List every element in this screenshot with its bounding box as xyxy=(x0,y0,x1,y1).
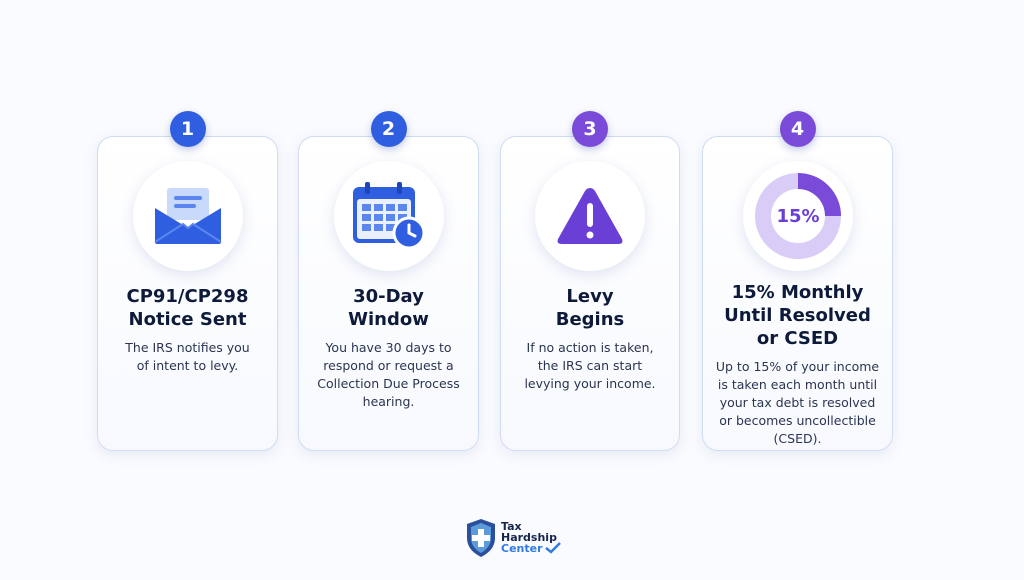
title-line: Begins xyxy=(555,309,625,330)
title-line: 15% Monthly xyxy=(731,282,864,303)
donut-label: 15% xyxy=(776,206,819,227)
desc-line: If no action is taken, xyxy=(526,340,654,355)
envelope-icon xyxy=(153,188,222,244)
step-card: 2 30-Day Window You have 30 days to respon… xyxy=(298,111,479,451)
title-line: 30-Day xyxy=(353,286,424,307)
logo: Tax Hardship Center xyxy=(465,518,565,560)
desc-line: Collection Due Process xyxy=(317,376,460,391)
step-card: 3 Levy Begins If no action is taken, the I… xyxy=(500,111,680,451)
title-line: Until Resolved xyxy=(724,305,871,326)
logo-check xyxy=(545,542,561,554)
logo-shield xyxy=(467,519,495,557)
title-line: Notice Sent xyxy=(128,309,247,330)
desc-line: (CSED). xyxy=(773,431,822,446)
icon xyxy=(132,161,243,271)
desc-line: Up to 15% of your income xyxy=(715,359,880,374)
desc-line: is taken each month until xyxy=(717,377,878,392)
icon xyxy=(535,161,645,271)
calendar-icon xyxy=(352,182,425,250)
step-card: 4 15% 15% Monthly Until Resolved or CSED U… xyxy=(702,111,893,451)
icon: 15% xyxy=(742,161,853,271)
title-line: Levy xyxy=(566,286,614,307)
desc-line: levying your income. xyxy=(524,376,656,391)
desc-line: The IRS notifies you xyxy=(125,340,250,355)
logo-text: Hardship xyxy=(501,531,557,544)
step-number: 4 xyxy=(779,111,816,147)
step-number: 3 xyxy=(572,111,608,147)
desc-line: hearing. xyxy=(362,394,415,409)
title-line: CP91/CP298 xyxy=(126,286,249,307)
step-card: 1 CP91/CP298 Notice Sent The IRS notifies… xyxy=(97,111,278,451)
warning-icon xyxy=(557,188,623,244)
desc-line: your tax debt is resolved xyxy=(719,395,876,410)
step-number: 2 xyxy=(370,111,407,147)
donut-icon: 15% xyxy=(754,173,841,259)
desc-line: the IRS can start xyxy=(537,358,643,373)
desc-line: You have 30 days to xyxy=(325,340,452,355)
title-line: or CSED xyxy=(756,328,839,349)
logo-text: Tax xyxy=(501,520,522,533)
desc-line: respond or request a xyxy=(323,358,454,373)
desc-line: of intent to levy. xyxy=(136,358,239,373)
icon xyxy=(333,161,444,271)
title-line: Window xyxy=(348,309,429,330)
desc-line: or becomes uncollectible xyxy=(719,413,876,428)
logo-text: Center xyxy=(501,542,543,555)
step-number: 1 xyxy=(169,111,206,147)
